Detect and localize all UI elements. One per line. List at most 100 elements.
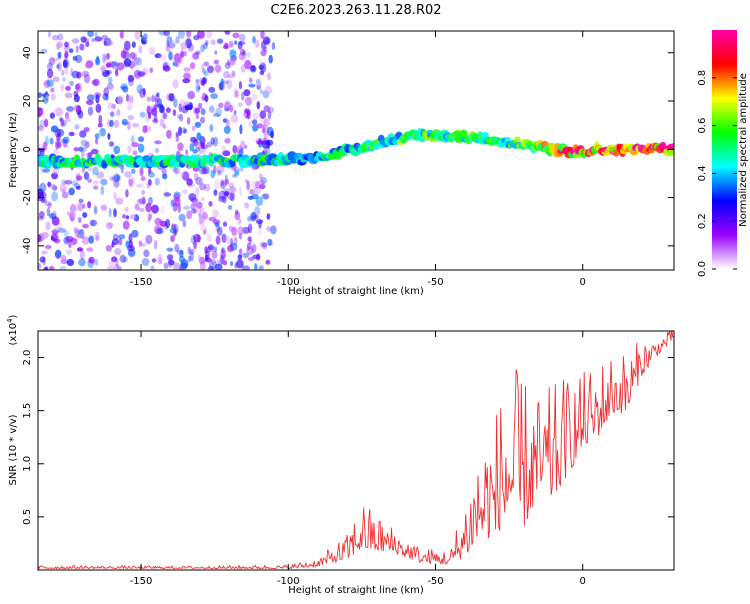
spectrogram-y-tick-label: 0 — [22, 146, 33, 152]
spectrogram-scatter-blob — [83, 127, 90, 133]
spectrogram-scatter-blob — [203, 70, 209, 77]
spectrogram-scatter-blob — [238, 218, 242, 225]
spectrogram-scatter-blob — [216, 226, 223, 236]
spectrogram-scatter-blob — [242, 112, 247, 118]
spectrogram-scatter-blob — [234, 40, 238, 45]
spectrogram-scatter-blob — [105, 222, 113, 230]
spectrogram-scatter-blob — [115, 68, 119, 77]
snr-multiplier-label: (x104) — [6, 314, 19, 345]
spectrogram-scatter-blob — [256, 253, 261, 261]
spectrogram-scatter-blob — [125, 215, 130, 220]
spectrogram-scatter-blob — [127, 245, 135, 252]
spectrogram-scatter-blob — [52, 210, 57, 217]
spectrogram-scatter-blob — [199, 225, 208, 232]
spectrogram-scatter-blob — [75, 185, 81, 190]
spectrogram-scatter-blob — [198, 216, 206, 227]
spectrogram-scatter-blob — [209, 124, 214, 132]
spectrogram-scatter-blob — [254, 205, 261, 216]
spectrogram-scatter-blob — [105, 70, 112, 75]
spectrogram-scatter-blob — [189, 142, 195, 152]
spectrogram-scatter-blob — [190, 136, 197, 143]
spectrogram-scatter-blob — [173, 165, 179, 175]
spectrogram-scatter-blob — [62, 136, 70, 144]
spectrogram-scatter-blob — [107, 266, 115, 270]
spectrogram-scatter-blob — [181, 171, 190, 181]
spectrogram-scatter-blob — [176, 249, 184, 255]
spectrogram-scatter-blob — [168, 259, 175, 266]
spectrogram-scatter-blob — [124, 206, 129, 212]
spectrogram-scatter-blob — [140, 242, 147, 247]
spectrogram-scatter-blob — [115, 258, 119, 268]
spectrogram-scatter-blob — [104, 54, 109, 61]
spectrogram-scatter-blob — [212, 112, 221, 118]
colorbar-tick-label: 0.4 — [697, 165, 708, 181]
spectrogram-scatter-blob — [64, 41, 69, 48]
spectrogram-scatter-blob — [196, 132, 202, 141]
spectrogram-scatter-blob — [242, 265, 250, 270]
spectrogram-scatter-blob — [60, 84, 65, 92]
spectrogram-scatter-blob — [141, 196, 146, 205]
spectrogram-scatter-blob — [39, 182, 47, 193]
spectrogram-scatter-blob — [247, 236, 252, 242]
spectrogram-scatter-blob — [79, 43, 85, 51]
spectrogram-scatter-blob — [163, 192, 172, 197]
spectrogram-scatter-blob — [258, 64, 264, 71]
spectrogram-scatter-blob — [239, 167, 244, 172]
spectrogram-scatter-blob — [210, 137, 215, 145]
spectrogram-scatter-blob — [73, 226, 77, 234]
spectrogram-scatter-blob — [79, 130, 87, 138]
spectrogram-scatter-blob — [138, 240, 143, 247]
spectrogram-scatter-blob — [63, 45, 71, 53]
spectrogram-scatter-blob — [98, 114, 103, 125]
spectrogram-scatter-blob — [258, 265, 264, 270]
spectrogram-scatter-blob — [269, 131, 274, 139]
spectrogram-scatter-blob — [260, 40, 266, 51]
spectrogram-scatter-blob — [145, 234, 153, 245]
spectrogram-scatter-blob — [203, 229, 207, 235]
spectrogram-ridge-blob — [668, 143, 674, 150]
spectrogram-scatter-blob — [251, 244, 257, 253]
spectrogram-scatter-blob — [216, 169, 222, 176]
spectrogram-scatter-blob — [190, 203, 196, 211]
spectrogram-scatter-blob — [61, 77, 67, 82]
spectrogram-scatter-blob — [247, 256, 255, 262]
spectrogram-scatter-blob — [45, 94, 49, 100]
spectrogram-scatter-blob — [146, 96, 151, 102]
spectrogram-scatter-blob — [66, 258, 75, 267]
spectrogram-scatter-blob — [176, 113, 181, 119]
spectrogram-scatter-blob — [234, 169, 240, 178]
spectrogram-scatter-blob — [214, 263, 223, 270]
spectrogram-scatter-blob — [66, 106, 75, 113]
spectrogram-scatter-blob — [107, 222, 114, 228]
spectrogram-scatter-blob — [38, 143, 42, 148]
spectrogram-scatter-blob — [86, 99, 94, 105]
spectrogram-scatter-blob — [213, 246, 218, 253]
spectrogram-scatter-blob — [222, 80, 229, 85]
spectrogram-scatter-blob — [216, 164, 225, 174]
spectrogram-scatter-blob — [175, 131, 179, 137]
spectrogram-scatter-blob — [56, 128, 65, 137]
spectrogram-scatter-blob — [141, 40, 147, 45]
spectrogram-scatter-blob — [57, 51, 62, 59]
spectrogram-scatter-blob — [193, 107, 198, 115]
spectrogram-scatter-blob — [73, 147, 80, 152]
spectrogram-scatter-blob — [82, 145, 88, 152]
spectrogram-scatter-blob — [116, 175, 121, 181]
snr-y-tick-label: 1.0 — [22, 456, 33, 472]
spectrogram-scatter-blob — [159, 105, 165, 114]
spectrogram-scatter-blob — [220, 180, 226, 190]
snr-y-tick-label: 2.0 — [22, 350, 33, 366]
spectrogram-scatter-blob — [42, 141, 48, 151]
spectrogram-scatter-blob — [38, 125, 44, 131]
spectrogram-scatter-blob — [56, 133, 61, 142]
spectrogram-scatter-blob — [264, 85, 273, 95]
spectrogram-scatter-blob — [261, 242, 268, 250]
spectrogram-scatter-blob — [186, 178, 193, 186]
spectrogram-scatter-blob — [148, 196, 153, 205]
snr-series-line — [38, 331, 674, 570]
spectrogram-scatter-blob — [73, 94, 80, 103]
spectrogram-scatter-blob — [186, 31, 192, 38]
spectrogram-scatter-blob — [46, 68, 54, 79]
spectrogram-scatter-blob — [160, 204, 166, 215]
spectrogram-scatter-blob — [52, 57, 60, 62]
